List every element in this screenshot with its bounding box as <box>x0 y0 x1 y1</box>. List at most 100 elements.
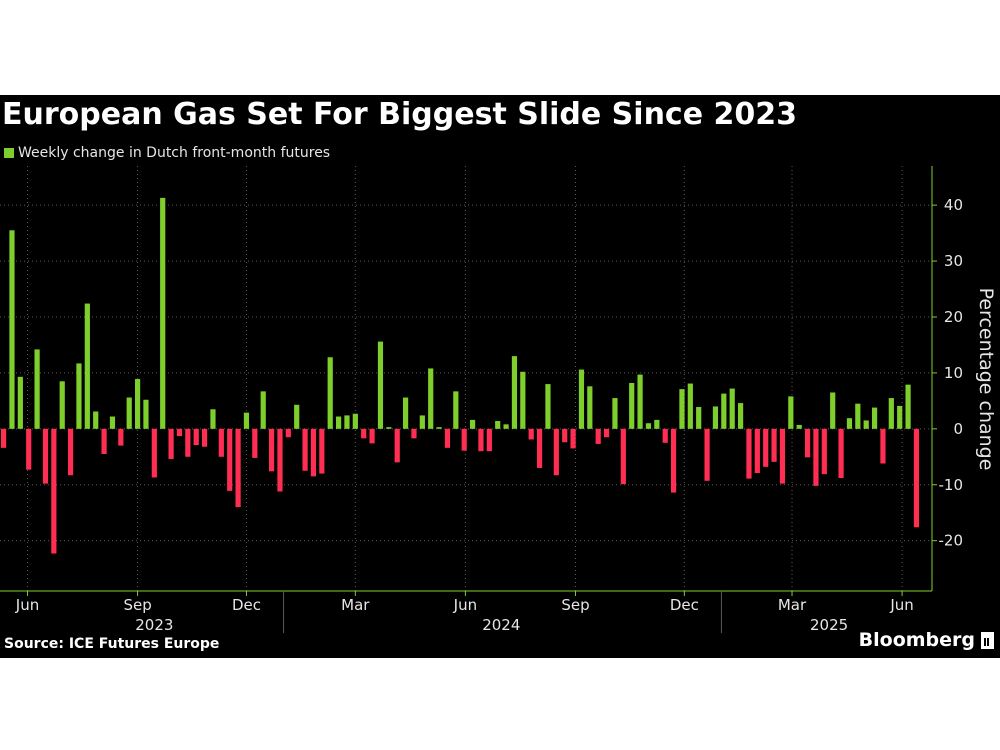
bar <box>335 416 342 429</box>
bar <box>704 428 710 481</box>
x-tick-label: Dec <box>670 596 699 614</box>
bar <box>838 428 844 479</box>
bloomberg-terminal-icon <box>981 631 994 649</box>
bar <box>545 384 551 429</box>
bar <box>612 398 618 429</box>
bar <box>670 428 677 493</box>
bar <box>796 424 802 429</box>
bar <box>712 406 719 429</box>
x-tick-label: Sep <box>123 596 151 614</box>
bar <box>478 428 484 452</box>
bar <box>327 357 333 429</box>
bar <box>562 428 568 443</box>
bar <box>913 428 920 528</box>
bar <box>93 411 99 429</box>
bar <box>905 384 911 429</box>
bar <box>126 397 132 429</box>
y-tick-label: 20 <box>944 308 963 326</box>
bar <box>495 421 501 429</box>
bar <box>344 415 350 429</box>
bar <box>453 391 459 429</box>
bar <box>754 428 760 474</box>
bar <box>26 428 32 470</box>
bar <box>59 381 65 429</box>
bar <box>629 382 635 429</box>
bar <box>821 428 827 475</box>
bar <box>243 412 250 429</box>
y-tick-label: 30 <box>944 252 963 270</box>
bar <box>880 428 886 464</box>
x-tick-label: Jun <box>15 596 39 614</box>
bar <box>620 428 626 485</box>
bar <box>9 230 15 429</box>
bar <box>855 403 861 429</box>
chart-title: European Gas Set For Biggest Slide Since… <box>2 97 797 132</box>
bar <box>252 428 258 458</box>
chart-panel: European Gas Set For Biggest Slide Since… <box>0 95 1000 658</box>
year-label: 2025 <box>810 616 848 634</box>
bar <box>436 427 442 429</box>
bar <box>76 363 82 429</box>
bar <box>830 392 836 429</box>
bar <box>394 428 400 463</box>
bar <box>277 428 283 492</box>
bar <box>679 389 685 429</box>
bar <box>503 424 509 429</box>
bar <box>369 428 375 444</box>
bar <box>486 428 492 452</box>
bar <box>235 428 241 508</box>
legend: Weekly change in Dutch front-month futur… <box>4 145 330 161</box>
year-label: 2023 <box>135 616 173 634</box>
bar <box>176 428 183 437</box>
bar <box>118 428 124 446</box>
bar <box>201 428 208 447</box>
bar <box>595 428 601 444</box>
bar <box>210 409 216 429</box>
bar <box>696 407 702 429</box>
y-tick-label: 40 <box>944 196 963 214</box>
brand-name: Bloomberg <box>858 629 975 651</box>
bar <box>528 428 534 440</box>
bar <box>67 428 74 476</box>
bar <box>444 428 451 448</box>
legend-swatch <box>4 148 14 158</box>
bar <box>101 428 107 454</box>
bar <box>260 391 266 429</box>
bar <box>863 420 869 429</box>
bar <box>134 379 141 429</box>
y-tick-label: 10 <box>944 364 963 382</box>
bar <box>746 428 752 479</box>
bar <box>662 428 668 443</box>
bar <box>42 428 49 484</box>
bar <box>687 383 693 429</box>
bar <box>813 428 819 486</box>
bar <box>637 374 643 429</box>
bar <box>310 428 317 477</box>
bar <box>227 428 233 491</box>
bar <box>570 428 576 449</box>
bar <box>151 428 157 478</box>
bar <box>721 393 727 429</box>
bar <box>218 428 224 457</box>
bars <box>0 197 920 554</box>
bar <box>268 428 275 472</box>
bar <box>428 368 434 429</box>
x-tick-label: Dec <box>232 596 261 614</box>
x-tick-label: Mar <box>778 596 807 614</box>
bar <box>411 428 417 439</box>
bar <box>771 428 777 462</box>
x-tick-label: Jun <box>453 596 477 614</box>
bar <box>402 397 409 429</box>
bar <box>34 349 40 429</box>
bar <box>285 428 291 438</box>
y-tick-label: 0 <box>953 420 963 438</box>
bar <box>361 428 367 439</box>
bar <box>469 419 476 429</box>
x-tick-label: Sep <box>561 596 589 614</box>
bar <box>511 356 518 429</box>
bar <box>193 428 199 446</box>
bar <box>0 428 7 448</box>
bar <box>603 428 610 438</box>
bar <box>871 407 878 429</box>
bar <box>109 416 116 429</box>
